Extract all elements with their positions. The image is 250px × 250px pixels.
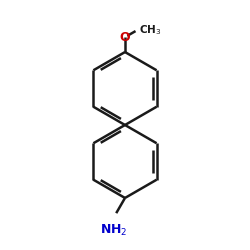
Text: NH$_2$: NH$_2$ — [100, 223, 127, 238]
Text: O: O — [120, 31, 130, 44]
Text: CH$_3$: CH$_3$ — [139, 23, 162, 37]
